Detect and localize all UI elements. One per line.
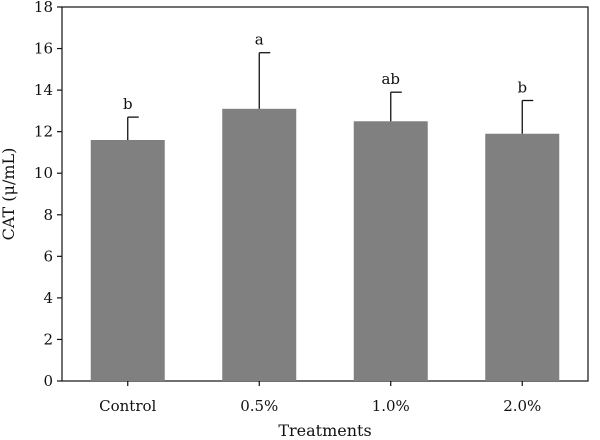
x-tick-label: 0.5% [240,397,278,415]
y-tick-label: 12 [34,123,53,141]
x-axis-title: Treatments [278,421,371,440]
y-tick-label: 0 [43,372,53,390]
significance-label: a [255,31,264,49]
y-axis-title: CAT (μ/mL) [0,148,18,241]
significance-label: b [517,79,527,97]
x-tick-label: Control [99,397,156,415]
y-tick-label: 2 [43,330,53,348]
y-tick-label: 8 [43,206,53,224]
bar [222,108,297,382]
significance-label: b [123,95,133,113]
x-tick-label: 1.0% [372,397,410,415]
bar [353,121,428,382]
y-tick-label: 4 [43,289,53,307]
y-tick-label: 14 [34,81,53,99]
x-tick-label: 2.0% [503,397,541,415]
y-tick-label: 16 [34,40,53,58]
bar [90,139,165,381]
y-tick-label: 10 [34,164,53,182]
y-tick-label: 6 [43,247,53,265]
plot-frame [61,6,589,382]
bar [485,133,560,381]
significance-label: ab [381,70,400,88]
y-tick-label: 18 [34,0,53,16]
